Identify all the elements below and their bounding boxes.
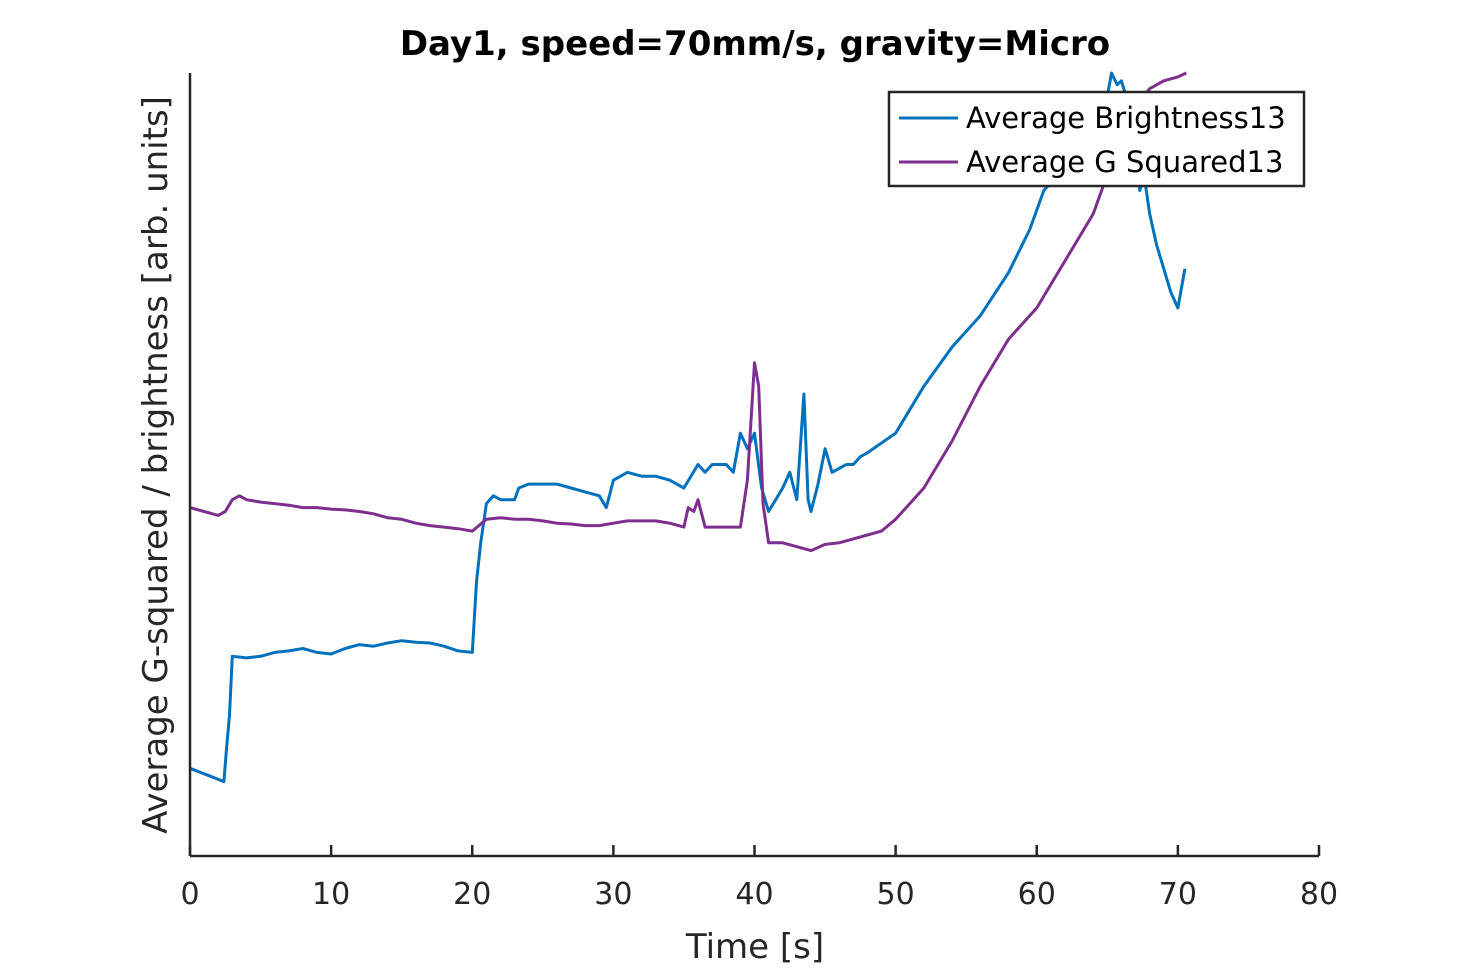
x-tick-label: 10	[312, 877, 350, 912]
x-tick-label: 50	[877, 877, 915, 912]
series-line-g-squared	[189, 71, 1187, 553]
x-tick-label: 40	[735, 877, 773, 912]
x-axis-ticks: 0 10 20 30 40 50 60 70 80	[180, 845, 1338, 912]
legend-box	[887, 90, 1306, 188]
x-axis-label: Time [s]	[685, 927, 824, 967]
x-tick-label: 20	[453, 877, 491, 912]
x-tick-label: 80	[1300, 877, 1338, 912]
x-tick-label: 60	[1018, 877, 1056, 912]
y-axis-label: Average G-squared / brightness [arb. uni…	[136, 96, 176, 834]
legend-label-brightness: Average Brightness13	[966, 101, 1286, 135]
x-tick-label: 0	[180, 877, 199, 912]
legend-label-g-squared: Average G Squared13	[966, 145, 1283, 179]
x-tick-label: 30	[594, 877, 632, 912]
x-tick-label: 70	[1159, 877, 1197, 912]
legend: Average Brightness13 Average G Squared13	[887, 90, 1306, 188]
chart-title: Day1, speed=70mm/s, gravity=Micro	[400, 24, 1110, 64]
